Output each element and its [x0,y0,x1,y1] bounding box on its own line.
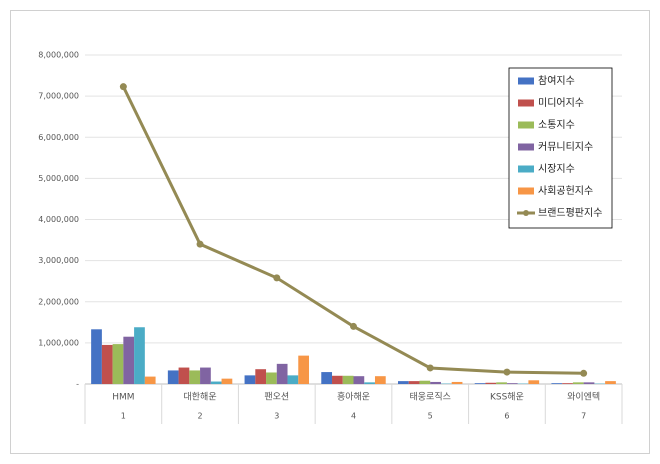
bar [419,380,431,384]
bar [605,381,616,384]
bar [91,329,102,384]
y-tick-label: 4,000,000 [38,215,79,224]
legend-swatch [518,77,534,85]
x-tick-number: 6 [504,412,509,421]
y-tick-label: 6,000,000 [38,133,79,142]
x-tick-number: 7 [581,412,586,421]
y-tick-label: 3,000,000 [38,256,79,265]
bar [496,382,507,384]
x-tick-number: 5 [428,412,433,421]
x-tick-label: 와이엔텍 [567,391,600,403]
legend-swatch [518,165,534,173]
legend-label: 사회공헌지수 [538,185,593,197]
bar [332,375,343,384]
x-tick-number: 4 [351,412,356,421]
y-tick-label: 5,000,000 [38,174,79,183]
legend-swatch [518,143,534,151]
legend-label: 참여지수 [538,75,575,87]
bar [167,370,179,384]
bar [244,375,256,384]
bar [276,363,288,384]
bar [189,370,201,384]
bar [528,380,540,384]
x-tick-label: 팬오션 [264,392,289,403]
legend-label: 소통지수 [538,119,575,131]
bar [451,381,463,384]
bar [321,372,333,384]
bar [112,344,124,384]
bar [101,344,113,384]
x-tick-label: 흥아해운 [337,391,370,403]
y-tick-label: 8,000,000 [38,51,79,60]
bar [572,382,584,384]
legend-label: 커뮤니티지수 [538,141,593,153]
bar [364,382,375,384]
bar [200,367,211,384]
x-tick-number: 1 [121,412,126,421]
legend-swatch [518,187,534,195]
bar [562,383,573,384]
line-marker [580,369,588,377]
bar [342,375,354,384]
line-marker [426,364,434,372]
line-marker [196,240,204,248]
bar [506,383,518,384]
x-tick-label: 태웅로직스 [410,392,451,403]
legend-label: 시장지수 [538,163,575,175]
legend-swatch [518,121,534,129]
x-tick-number: 2 [198,412,203,421]
bar [485,382,497,384]
y-tick-label: - [76,380,79,389]
bar [408,381,420,384]
bar [144,376,156,384]
legend-swatch-marker [523,210,529,216]
bar [298,355,310,384]
line-marker [273,274,281,282]
legend-label: 브랜드평판지수 [538,207,602,219]
bar [430,381,441,384]
y-tick-label: 2,000,000 [38,297,79,306]
line-marker [503,368,511,376]
bar [134,327,145,384]
bar [353,376,365,384]
bar [474,383,486,384]
bar [397,381,409,384]
bar [266,372,277,384]
y-tick-label: 1,000,000 [38,338,79,347]
bar [178,367,190,384]
x-tick-label: 대한해운 [184,392,217,403]
bar [374,376,386,384]
bar [287,375,299,384]
bar [221,378,233,384]
legend-swatch [518,99,534,107]
bar [255,369,267,384]
bar [123,336,135,384]
bar [583,382,595,384]
bar [551,383,563,384]
bar [210,381,222,384]
line-marker [119,83,127,91]
line-marker [350,322,357,330]
x-tick-number: 3 [274,412,279,421]
y-tick-label: 7,000,000 [38,92,79,101]
legend-label: 미디어지수 [538,97,584,109]
x-tick-label: KSS해운 [490,392,524,403]
x-tick-label: HMM [112,393,134,403]
